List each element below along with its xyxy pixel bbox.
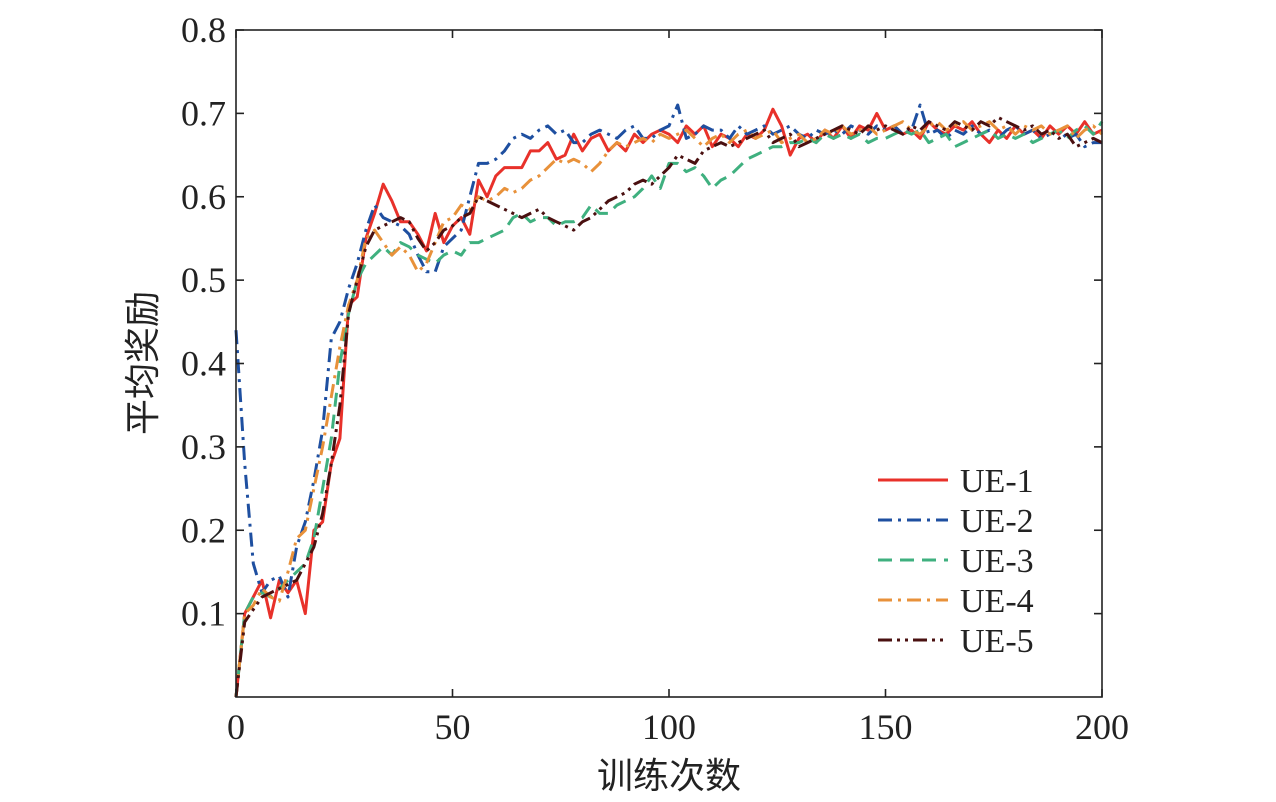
tick-layer: 0 50 100 150 200 0.1 0.2 0.3 0.4 0.5 0.6 0.7 0.8 — [181, 10, 1129, 747]
y-axis-label: 平均奖励 — [123, 291, 164, 435]
series-line-ue-2 — [234, 103, 1102, 599]
x-tick-label: 50 — [435, 707, 471, 747]
legend-label-ue-4: UE-4 — [960, 583, 1034, 620]
x-axis-label: 训练次数 — [597, 756, 741, 797]
y-tick-label: 0.4 — [181, 344, 226, 384]
y-tick-label: 0.1 — [181, 594, 226, 634]
x-tick-label: 0 — [227, 707, 245, 747]
y-tick-label: 0.2 — [181, 510, 226, 550]
x-tick-label: 100 — [642, 707, 696, 747]
legend: UE-1UE-2UE-3UE-4UE-5 — [878, 463, 1034, 660]
y-tick-label: 0.5 — [181, 260, 226, 300]
x-tick-label: 200 — [1075, 707, 1129, 747]
series-line-ue-1 — [234, 107, 1103, 698]
y-tick-label: 0.3 — [181, 427, 226, 467]
legend-label-ue-5: UE-5 — [960, 623, 1034, 660]
x-tick-label: 150 — [859, 707, 913, 747]
y-tick-label: 0.7 — [181, 93, 226, 133]
series-line-ue-5 — [234, 116, 1103, 698]
series-line-ue-4 — [234, 120, 1104, 698]
series-layer — [234, 103, 1104, 698]
y-tick-label: 0.6 — [181, 177, 226, 217]
y-tick-label: 0.8 — [181, 10, 226, 50]
legend-label-ue-1: UE-1 — [960, 463, 1034, 500]
series-line-ue-3 — [234, 120, 1104, 698]
legend-label-ue-2: UE-2 — [960, 503, 1034, 540]
legend-label-ue-3: UE-3 — [960, 543, 1034, 580]
